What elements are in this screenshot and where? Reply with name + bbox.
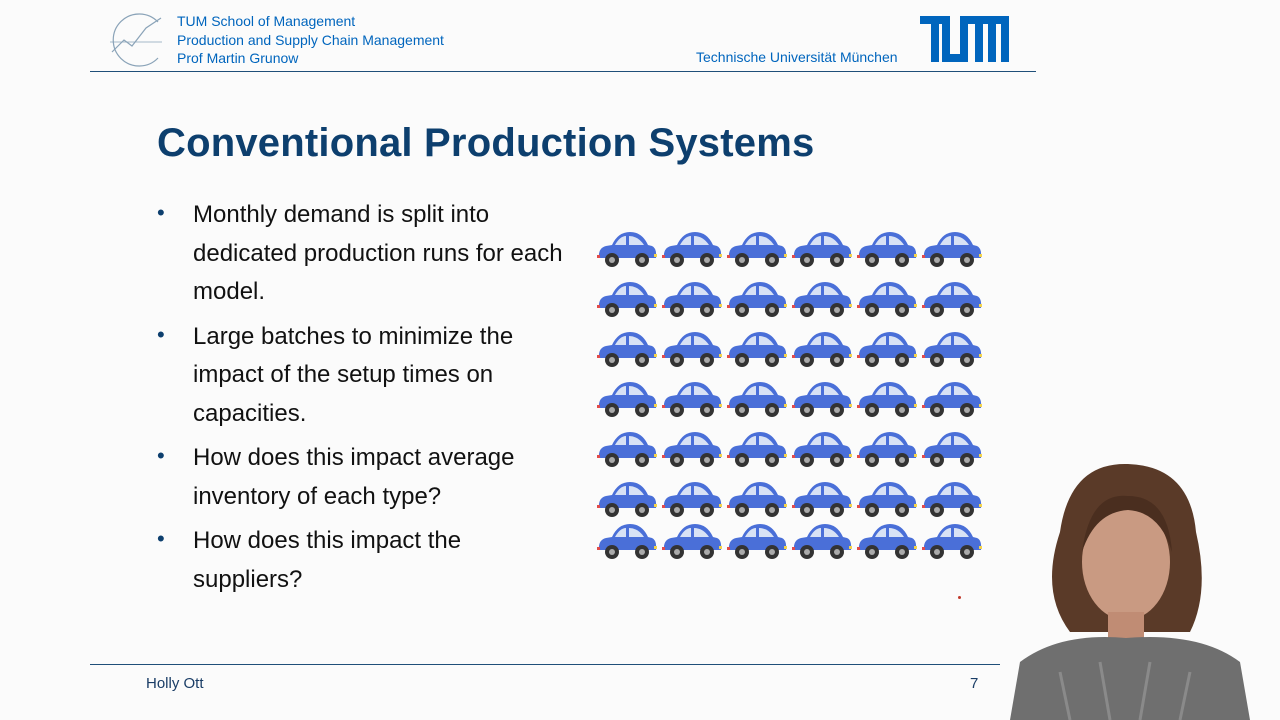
car-icon	[921, 378, 983, 420]
bullet-text: How does this impact average inventory o…	[193, 444, 515, 510]
car-icon	[856, 228, 918, 270]
bullet-item: • How does this impact average inventory …	[157, 439, 577, 516]
car-icon	[791, 520, 853, 562]
car-icon	[921, 278, 983, 320]
car-icon	[726, 378, 788, 420]
tum-som-logo-icon	[110, 13, 162, 67]
car-icon	[726, 520, 788, 562]
car-icon	[661, 378, 723, 420]
footer-presenter: Holly Ott	[146, 675, 204, 692]
car-icon	[921, 328, 983, 370]
car-icon	[661, 428, 723, 470]
car-icon	[726, 478, 788, 520]
car-icon	[596, 228, 658, 270]
bullet-icon: •	[157, 200, 165, 225]
car-icon	[856, 428, 918, 470]
car-icon	[856, 520, 918, 562]
car-icon	[791, 428, 853, 470]
car-icon	[856, 478, 918, 520]
header-chair: Production and Supply Chain Management	[177, 31, 444, 48]
bullet-item: • How does this impact the suppliers?	[157, 522, 577, 599]
car-icon	[661, 478, 723, 520]
car-icon	[661, 520, 723, 562]
bullet-icon: •	[157, 321, 165, 347]
bullet-text: Monthly demand is split into dedicated p…	[193, 201, 563, 305]
car-icon	[596, 478, 658, 520]
car-icon	[596, 520, 658, 562]
car-icon	[791, 278, 853, 320]
bullet-text: Large batches to minimize the impact of …	[193, 322, 514, 427]
header-institution: TUM School of Management Production and …	[177, 12, 444, 68]
tum-logo-icon	[920, 16, 1009, 62]
car-icon	[856, 328, 918, 370]
car-icon	[661, 278, 723, 320]
slide-title: Conventional Production Systems	[157, 121, 815, 165]
car-icon	[791, 328, 853, 370]
car-icon	[596, 428, 658, 470]
car-icon	[856, 278, 918, 320]
bullet-list: • Monthly demand is split into dedicated …	[157, 196, 577, 605]
bullet-text: How does this impact the suppliers?	[193, 527, 462, 593]
car-icon	[596, 378, 658, 420]
car-icon	[726, 228, 788, 270]
laser-pointer-dot	[958, 596, 961, 599]
header-school: TUM School of Management	[177, 13, 356, 29]
presenter-video-icon	[1010, 463, 1250, 720]
car-icon	[791, 478, 853, 520]
car-icon	[921, 520, 983, 562]
car-icon	[726, 328, 788, 370]
footer-divider	[90, 664, 1000, 665]
bullet-icon: •	[157, 526, 165, 551]
header-divider	[90, 71, 1036, 72]
bullet-item: • Monthly demand is split into dedicated …	[157, 196, 577, 312]
page-number: 7	[970, 675, 979, 692]
car-icon	[921, 428, 983, 470]
car-icon	[921, 478, 983, 520]
car-icon	[791, 378, 853, 420]
university-name: Technische Universität München	[696, 49, 898, 65]
car-icon	[791, 228, 853, 270]
car-icon	[661, 228, 723, 270]
car-grid	[596, 228, 986, 564]
bullet-icon: •	[157, 443, 165, 468]
car-icon	[661, 328, 723, 370]
car-icon	[921, 228, 983, 270]
car-icon	[726, 428, 788, 470]
car-icon	[726, 278, 788, 320]
bullet-item: • Large batches to minimize the impact of…	[157, 318, 577, 434]
car-icon	[596, 328, 658, 370]
car-icon	[856, 378, 918, 420]
car-icon	[596, 278, 658, 320]
header-professor: Prof Martin Grunow	[177, 50, 299, 66]
